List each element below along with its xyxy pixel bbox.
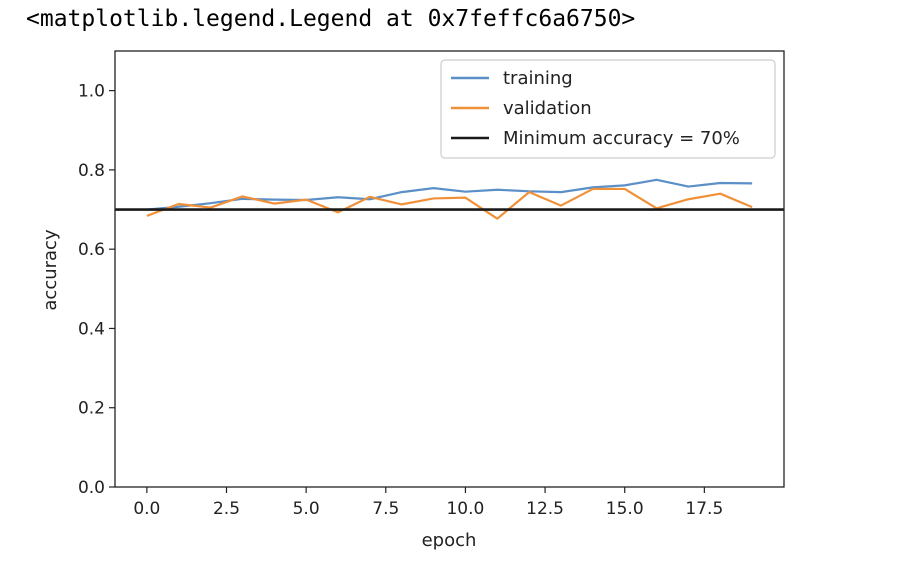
x-tick-label: 2.5: [213, 499, 240, 519]
x-tick-label: 5.0: [293, 499, 320, 519]
x-tick-label: 0.0: [133, 499, 160, 519]
x-tick-label: 15.0: [606, 499, 644, 519]
legend-box: [440, 59, 776, 159]
y-tick-label: 0.8: [78, 161, 105, 181]
legend-label: Minimum accuracy = 70%: [503, 128, 740, 149]
x-tick-label: 7.5: [372, 499, 399, 519]
series-line-validation: [146, 187, 753, 220]
y-tick-label: 0.0: [78, 478, 105, 498]
plot-marks: 0.0 2.5 5.0 7.5 10.0 12.5 15.0 17.5 0.0 0.2 0.4 0.6…: [78, 50, 785, 519]
y-tick-label: 1.0: [78, 82, 105, 102]
cell-output-text: <matplotlib.legend.Legend at 0x7feffc6a6…: [26, 6, 636, 32]
y-axis-label: accuracy: [40, 229, 61, 311]
x-tick-label: 17.5: [685, 499, 723, 519]
x-tick-label: 10.0: [446, 499, 484, 519]
x-axis-label: epoch: [422, 530, 477, 551]
y-tick-label: 0.2: [78, 399, 105, 419]
x-tick-label: 12.5: [526, 499, 564, 519]
legend-label: training: [503, 68, 573, 89]
y-tick-label: 0.4: [78, 319, 105, 339]
legend-label: validation: [503, 98, 592, 119]
plot-frame: [114, 50, 785, 488]
y-tick-label: 0.6: [78, 240, 105, 260]
series-line-training: [146, 178, 753, 211]
